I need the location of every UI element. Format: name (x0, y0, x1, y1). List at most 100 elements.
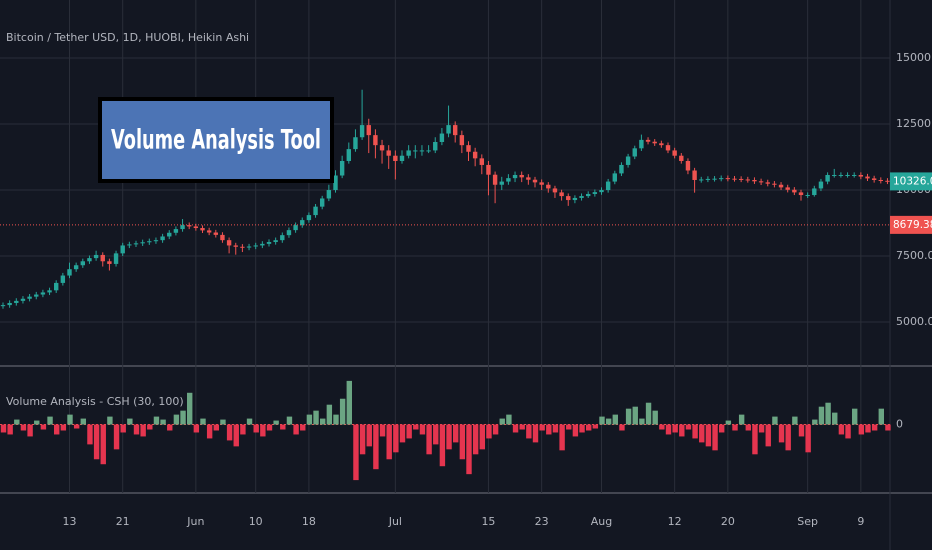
candle-body (459, 135, 465, 146)
x-tick-label: 18 (302, 515, 316, 528)
volume-bar (745, 424, 751, 431)
x-tick-label: 15 (481, 515, 495, 528)
volume-bar (818, 406, 825, 425)
candle-body (619, 164, 624, 174)
candle-body (506, 178, 511, 182)
volume-bar (466, 424, 472, 475)
volume-bar (187, 392, 193, 425)
volume-bar (306, 414, 313, 425)
candle-body (253, 245, 258, 247)
candle-body (120, 245, 125, 254)
volume-bar (712, 424, 718, 451)
candle-body (865, 176, 870, 179)
volume-bar (738, 414, 745, 425)
candle-body (393, 155, 398, 161)
candle-body (353, 137, 358, 150)
volume-bar (0, 424, 7, 433)
volume-bar (14, 419, 20, 425)
candle-body (712, 178, 717, 180)
candle-body (572, 197, 578, 201)
volume-bar (40, 424, 47, 430)
volume-bar (47, 416, 53, 425)
candle-body (73, 265, 79, 270)
candle-body (858, 174, 864, 177)
volume-bar (333, 414, 339, 425)
volume-bar (878, 408, 884, 425)
volume-bar (612, 414, 618, 425)
volume-bar (339, 398, 346, 425)
candle-body (413, 150, 418, 152)
volume-bar (193, 424, 200, 433)
candle-body (419, 150, 425, 152)
volume-bar (772, 416, 778, 425)
volume-bar (778, 424, 785, 443)
candle-body (346, 149, 351, 161)
candle-body (453, 125, 458, 136)
volume-bar (173, 414, 180, 425)
candle-body (439, 133, 445, 142)
candle-body (732, 178, 737, 180)
volume-bar (652, 410, 658, 425)
candle-body (725, 178, 731, 180)
candle-body (27, 296, 32, 299)
candle-body (67, 269, 72, 276)
volume-bar (34, 420, 40, 425)
volume-bar (393, 424, 399, 453)
volume-bar (93, 424, 100, 460)
y-tick-label: 15000.00 (896, 51, 932, 64)
volume-bar (326, 404, 333, 425)
candle-body (645, 139, 651, 142)
volume-bar (233, 424, 239, 447)
volume-bar (346, 380, 352, 425)
candle-body (160, 236, 165, 241)
volume-bar (845, 424, 851, 439)
volume-bar (313, 410, 319, 425)
candle-body (320, 198, 325, 207)
volume-bar (7, 424, 13, 435)
volume-bar (379, 424, 386, 437)
candle-body (100, 254, 105, 262)
annotation-box (102, 101, 330, 179)
volume-bar (220, 419, 226, 425)
candle-body (652, 141, 657, 144)
candle-body (512, 174, 518, 179)
x-tick-label: Sep (797, 515, 818, 528)
candle-body (300, 220, 305, 226)
volume-bar (20, 424, 27, 431)
volume-bar (153, 416, 160, 425)
volume-bar (147, 424, 153, 430)
volume-bar (752, 424, 758, 455)
candle-body (832, 174, 837, 176)
candle-body (778, 184, 784, 188)
volume-bar (825, 402, 831, 425)
x-tick-label: Jun (186, 515, 204, 528)
volume-bar (300, 424, 306, 431)
candle-body (220, 234, 225, 241)
volume-bar (506, 414, 512, 425)
x-tick-label: 10 (249, 515, 263, 528)
volume-bar (27, 424, 33, 437)
y-tick-label: 5000.00 (896, 315, 932, 328)
volume-bar (785, 424, 791, 451)
candle-body (213, 232, 218, 235)
volume-bar (87, 424, 93, 445)
x-tick-label: 12 (668, 515, 682, 528)
volume-bar (546, 424, 552, 435)
candle-body (765, 182, 770, 184)
candle-body (699, 179, 704, 181)
volume-bar (559, 424, 565, 451)
candle-body (885, 180, 890, 182)
candle-body (665, 145, 671, 151)
volume-bar (426, 424, 432, 455)
volume-bar (719, 424, 725, 433)
candle-body (133, 243, 139, 245)
candle-body (526, 177, 531, 180)
volume-bar (453, 424, 459, 443)
volume-bar (160, 419, 166, 425)
candle-body (140, 242, 145, 244)
x-tick-label: 21 (116, 515, 130, 528)
candle-body (127, 244, 132, 246)
volume-bar (566, 424, 572, 430)
candle-body (752, 179, 757, 182)
